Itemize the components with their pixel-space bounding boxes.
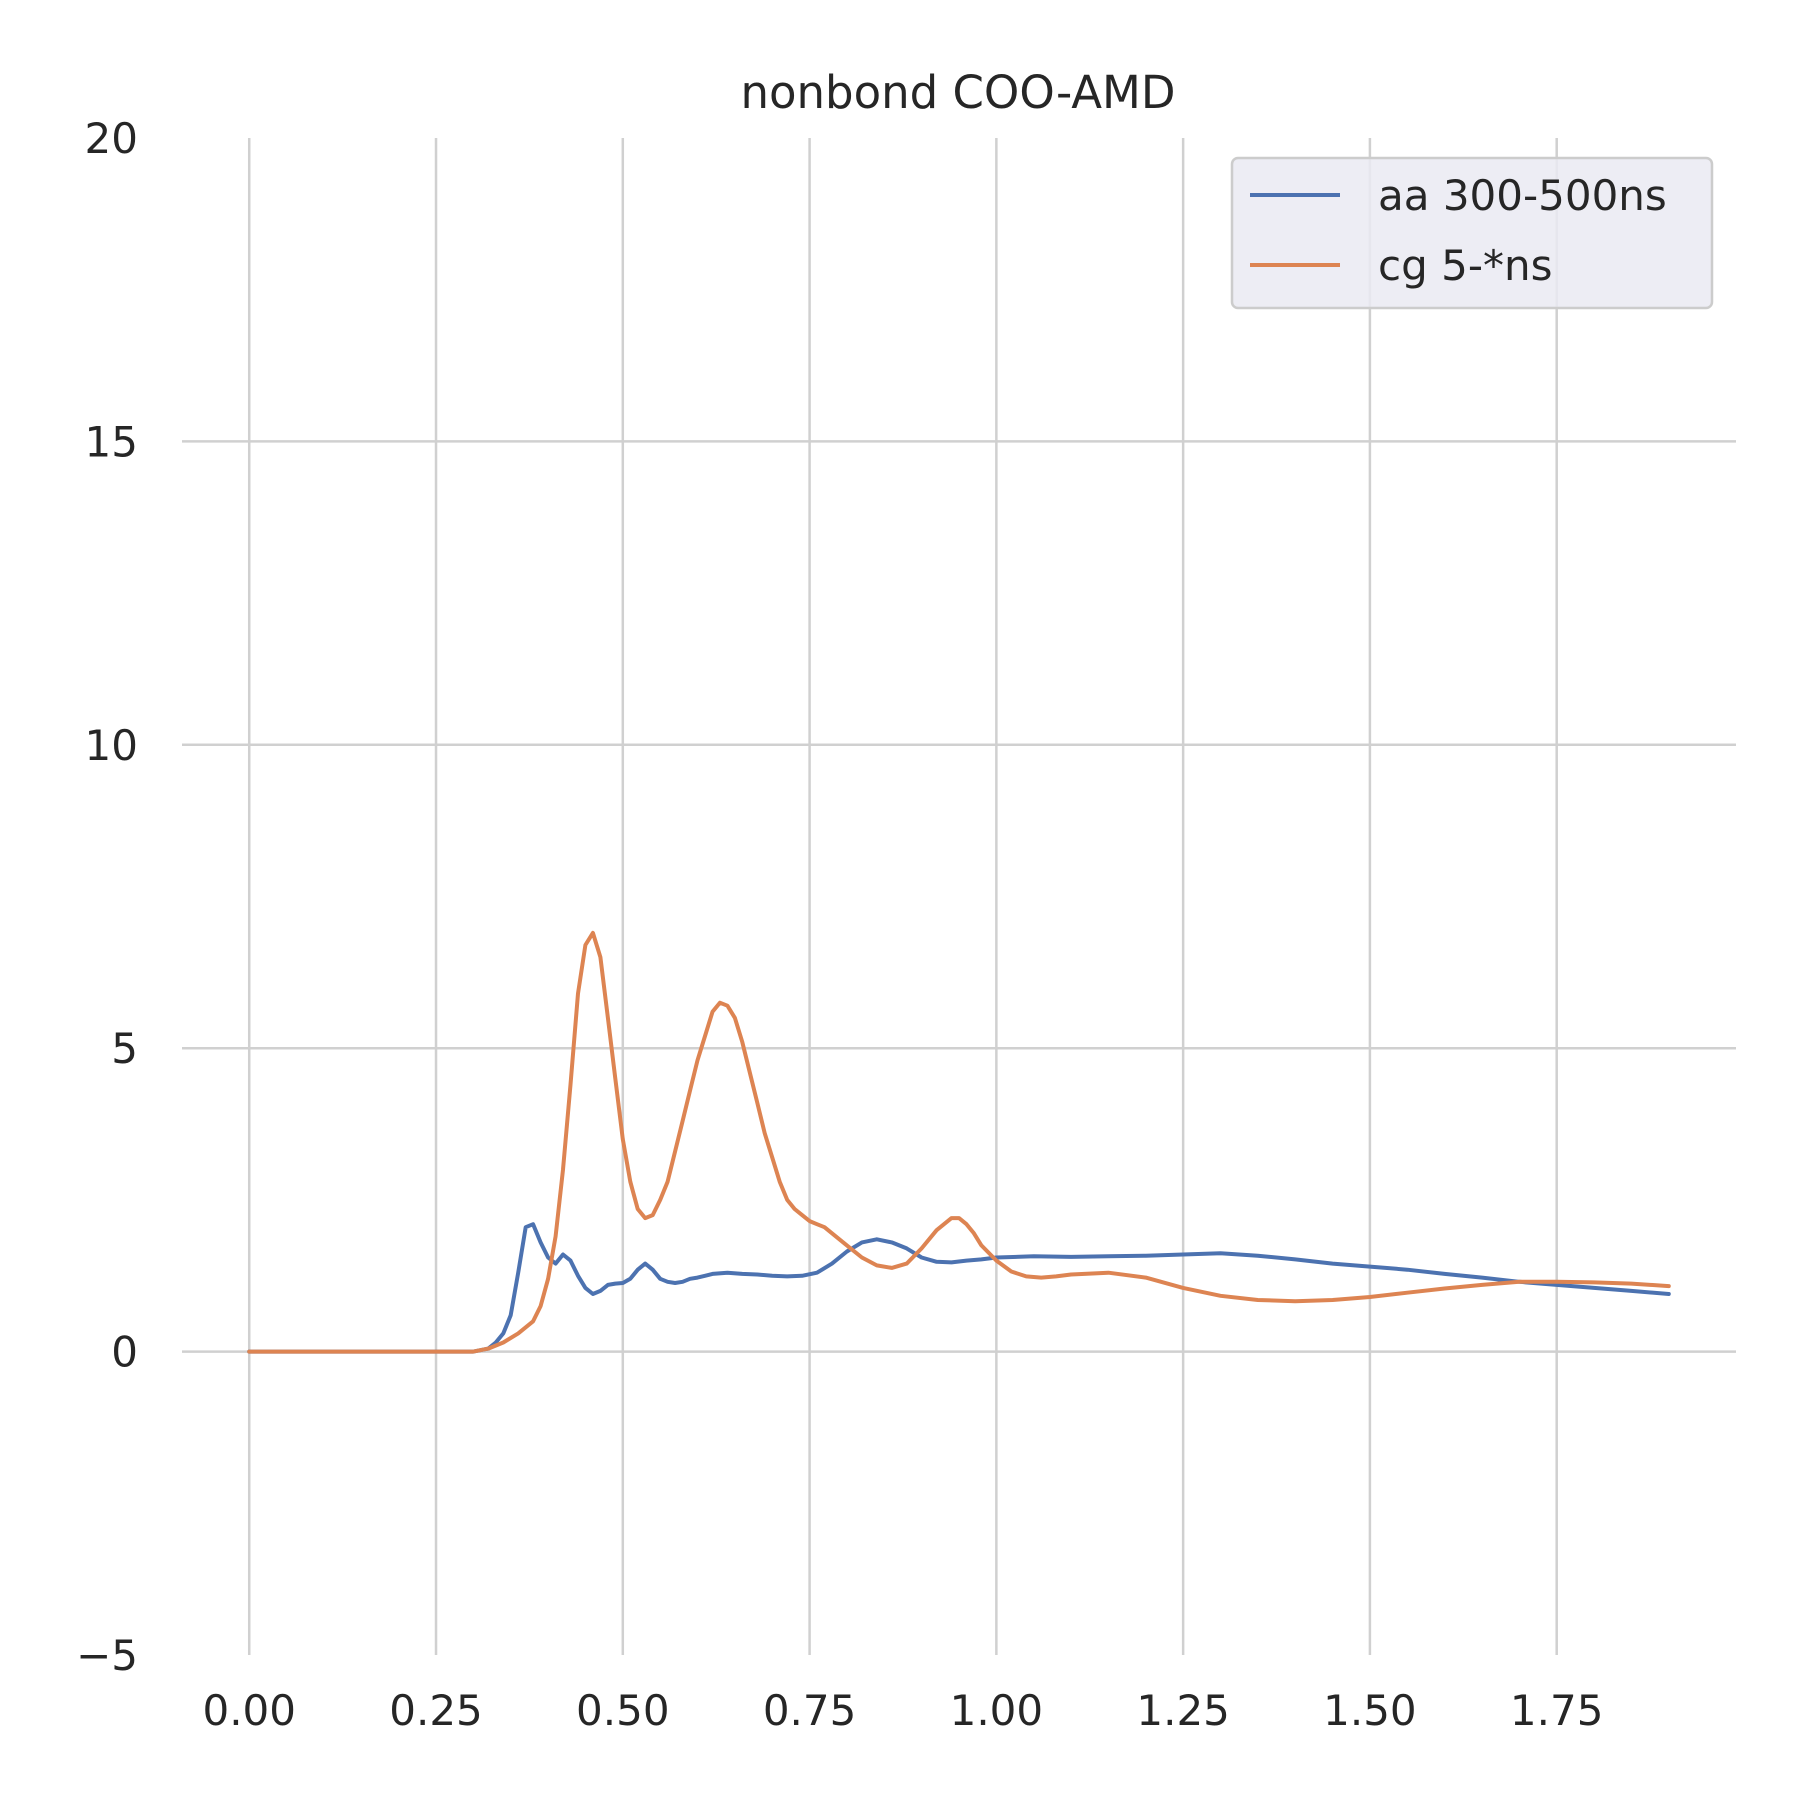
x-tick-label: 1.00: [950, 1686, 1044, 1735]
x-tick-label: 0.50: [576, 1686, 670, 1735]
y-tick-labels: −5 0 5 10 15 20: [76, 114, 138, 1680]
x-tick-labels: 0.00 0.25 0.50 0.75 1.00 1.25 1.50 1.75: [202, 1686, 1603, 1735]
legend-label-aa: aa 300-500ns: [1378, 171, 1667, 220]
legend-box: [1230, 156, 1714, 310]
x-tick-label: 1.75: [1510, 1686, 1604, 1735]
x-tick-label: 1.50: [1323, 1686, 1417, 1735]
series-line-cg: [247, 930, 1671, 1354]
legend: aa 300-500ns cg 5-*ns: [1230, 156, 1714, 310]
x-tick-label: 0.75: [763, 1686, 857, 1735]
y-tick-label: 20: [85, 114, 138, 163]
y-tick-label: 15: [85, 417, 138, 466]
x-tick-label: 0.25: [389, 1686, 483, 1735]
chart-title: nonbond COO-AMD: [740, 66, 1175, 119]
y-tick-label: 10: [85, 721, 138, 770]
series-layer: [247, 930, 1671, 1354]
y-tick-label: −5: [76, 1631, 138, 1680]
y-tick-label: 5: [111, 1024, 138, 1073]
y-tick-label: 0: [111, 1328, 138, 1377]
x-tick-label: 1.25: [1136, 1686, 1230, 1735]
x-gridlines: [247, 138, 1558, 1655]
x-tick-label: 0.00: [202, 1686, 296, 1735]
legend-label-cg: cg 5-*ns: [1378, 241, 1552, 290]
y-gridlines: [182, 440, 1736, 1353]
